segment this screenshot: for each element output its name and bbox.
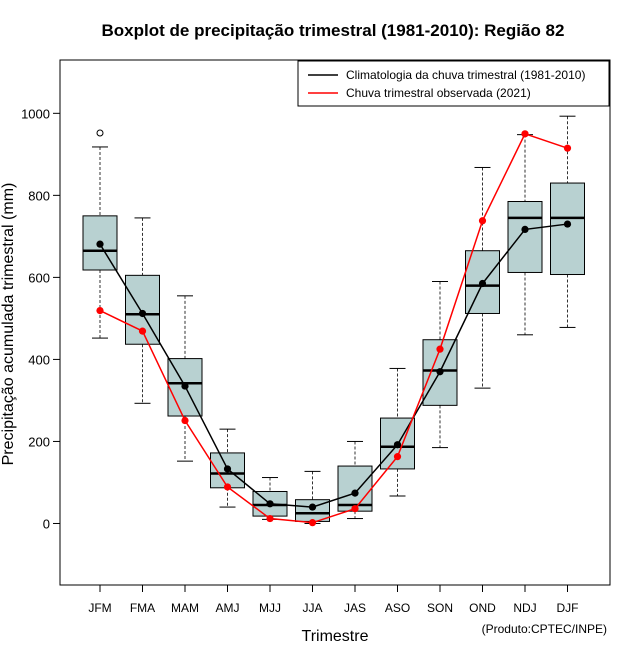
observed-point <box>138 327 147 335</box>
x-tick-label: SON <box>427 601 453 615</box>
outlier-point <box>96 129 104 137</box>
y-tick-label: 800 <box>28 188 50 203</box>
legend-label-observed: Chuva trimestral observada (2021) <box>346 86 531 100</box>
observed-point <box>393 453 402 461</box>
x-axis-title: Trimestre <box>302 628 369 645</box>
x-tick-label: MJJ <box>259 601 281 615</box>
climatology-point <box>563 220 572 228</box>
observed-point <box>521 130 529 138</box>
x-tick-label: DJF <box>557 601 579 615</box>
x-tick-label: OND <box>469 601 496 615</box>
climatology-point <box>351 489 359 497</box>
y-tick-label: 600 <box>28 270 50 285</box>
box <box>550 182 585 276</box>
observed-line <box>99 132 568 524</box>
y-axis: 0 200 400 600 800 1000 <box>21 106 60 531</box>
observed-point <box>266 514 274 523</box>
climatology-point <box>308 503 317 511</box>
x-axis: JFM FMA MAM AMJ MJJ JJA JAS ASO SON OND NDJ DJF <box>88 585 579 615</box>
climatology-point <box>138 309 147 318</box>
x-tick-label: JJA <box>302 601 322 615</box>
legend: Climatologia da chuva trimestral (1981-2… <box>297 60 610 107</box>
climatology-point <box>521 225 529 233</box>
climatology-point <box>181 382 189 390</box>
observed-point <box>563 144 572 152</box>
observed-point <box>308 519 317 527</box>
x-tick-label: NDJ <box>513 601 536 615</box>
climatology-point <box>266 500 274 508</box>
y-tick-label: 400 <box>28 352 50 367</box>
x-tick-label: MAM <box>171 601 199 615</box>
climatology-point <box>478 279 487 288</box>
series-layer <box>96 130 572 527</box>
legend-label-climatology: Climatologia da chuva trimestral (1981-2… <box>346 68 585 82</box>
climatology-line <box>99 223 568 508</box>
x-tick-label: FMA <box>130 601 155 615</box>
x-tick-label: JAS <box>344 601 366 615</box>
legend-box <box>297 60 610 107</box>
plot-frame <box>59 59 611 586</box>
observed-point <box>478 217 487 225</box>
observed-point <box>351 505 359 513</box>
observed-point <box>223 483 232 491</box>
y-axis-title: Precipitação acumulada trimestral (mm) <box>0 183 17 466</box>
x-tick-label: AMJ <box>216 601 240 615</box>
climatology-point <box>393 441 402 449</box>
y-tick-label: 1000 <box>21 106 50 121</box>
box <box>507 201 543 273</box>
observed-point <box>181 416 189 425</box>
y-tick-label: 200 <box>28 434 50 449</box>
observed-point <box>96 307 104 315</box>
boxes-layer <box>82 115 585 524</box>
credit-text: (Produto:CPTEC/INPE) <box>482 622 607 636</box>
climatology-point <box>96 240 104 248</box>
climatology-point <box>436 368 444 376</box>
chart-title: Boxplot de precipitação trimestral (1981… <box>102 21 565 40</box>
y-tick-label: 0 <box>43 516 50 531</box>
x-tick-label: ASO <box>385 601 410 615</box>
observed-point <box>436 345 444 353</box>
x-tick-label: JFM <box>88 601 111 615</box>
climatology-point <box>223 465 232 473</box>
